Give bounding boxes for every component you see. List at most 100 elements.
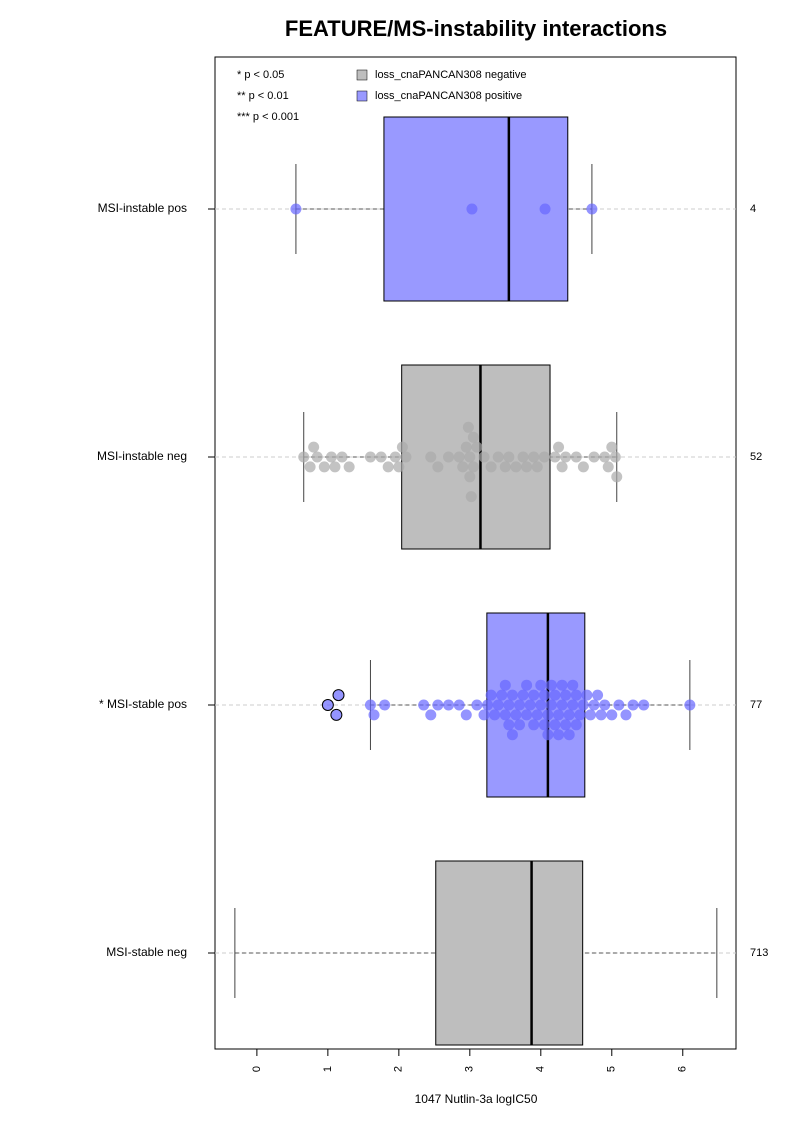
data-point [595,709,607,721]
x-tick-label: 3 [464,1066,476,1072]
data-point [364,699,376,711]
data-point [503,719,515,731]
data-point [462,421,474,433]
data-point [393,461,405,473]
x-tick-label: 0 [251,1066,263,1072]
data-point [464,451,476,463]
data-point [567,699,579,711]
data-point [577,461,589,473]
data-point [606,709,618,721]
data-point [517,689,529,701]
data-point [389,451,401,463]
data-point [379,699,391,711]
data-point [506,729,518,741]
data-point [545,679,557,691]
data-point [553,729,565,741]
data-point [545,699,557,711]
data-point [549,689,561,701]
data-point [560,719,572,731]
x-tick-label: 5 [606,1066,618,1072]
data-point [609,451,621,463]
data-point [638,699,650,711]
data-point [510,709,522,721]
group-count: 52 [750,451,762,463]
data-point [460,709,472,721]
data-point [599,451,611,463]
significance-note: ** p < 0.01 [237,90,289,102]
data-point [542,729,554,741]
data-point [443,699,455,711]
data-point [531,461,543,473]
significance-note: *** p < 0.001 [237,111,299,123]
data-point [570,719,582,731]
legend-swatch [356,69,368,81]
chart-title: FEATURE/MS-instability interactions [285,16,667,41]
y-tick-label: MSI-instable neg [97,449,187,463]
data-point [560,451,572,463]
data-point [453,699,465,711]
data-point [560,689,572,701]
y-tick-label: MSI-instable pos [98,201,187,215]
significance-note: * p < 0.05 [237,69,284,81]
data-point [478,709,490,721]
data-point [396,441,408,453]
data-point [586,203,598,215]
x-tick-label: 4 [535,1066,547,1072]
data-point [553,709,565,721]
data-point [556,679,568,691]
data-point [375,451,387,463]
data-point [318,461,330,473]
data-point [531,709,543,721]
data-point [538,689,550,701]
data-point [311,451,323,463]
data-point [478,451,490,463]
data-point [581,689,593,701]
data-point [492,451,504,463]
data-point [570,689,582,701]
data-point [584,709,596,721]
data-point [304,461,316,473]
data-point [499,461,511,473]
data-point [556,461,568,473]
data-point [499,679,511,691]
data-point [606,441,618,453]
data-point [588,699,600,711]
data-point [457,461,469,473]
data-point [549,719,561,731]
legend-swatch [356,90,368,102]
data-point [308,441,320,453]
data-point [329,461,341,473]
data-point [332,689,345,702]
data-point [538,451,550,463]
data-point [528,689,540,701]
data-point [627,699,639,711]
data-point [471,441,483,453]
data-point [425,451,437,463]
data-point [521,679,533,691]
data-point [592,689,604,701]
data-point [602,461,614,473]
data-point [364,451,376,463]
data-point [467,431,479,443]
data-point [528,451,540,463]
data-point [539,203,551,215]
data-point [460,441,472,453]
data-point [471,699,483,711]
data-point [528,719,540,731]
data-point [325,451,337,463]
data-point [524,699,536,711]
data-point [400,451,412,463]
data-point [684,699,696,711]
box [435,860,584,1046]
data-point [535,679,547,691]
data-point [538,719,550,731]
data-point [517,451,529,463]
data-point [492,699,504,711]
data-point [418,699,430,711]
data-point [432,699,444,711]
data-point [343,461,355,473]
y-tick-label: MSI-stable neg [106,945,187,959]
data-point [464,471,476,483]
data-point [453,451,465,463]
data-point [553,441,565,453]
